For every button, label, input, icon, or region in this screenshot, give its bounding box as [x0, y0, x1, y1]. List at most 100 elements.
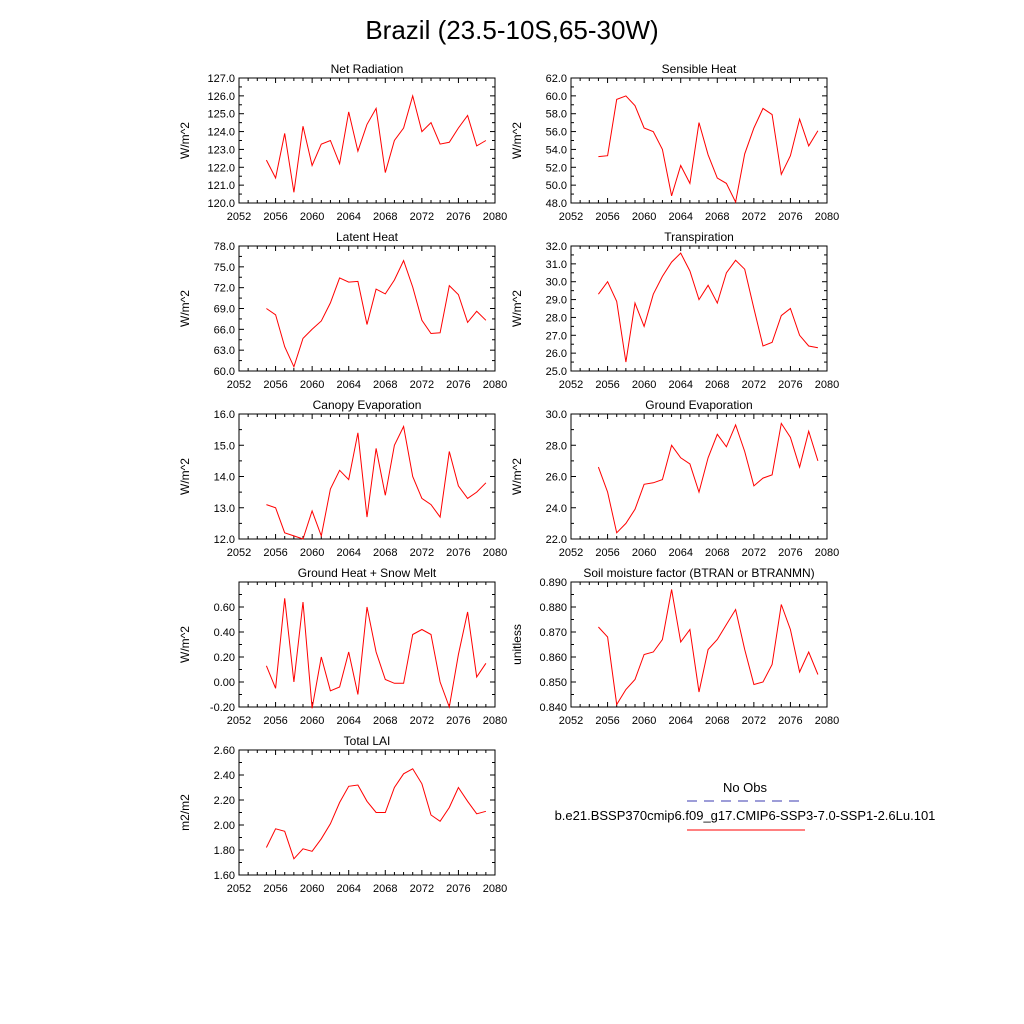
- y-tick-label: 0.880: [539, 602, 567, 614]
- x-tick-label: 2068: [705, 715, 729, 727]
- x-tick-label: 2068: [705, 379, 729, 391]
- x-tick-label: 2064: [668, 547, 692, 559]
- x-tick-label: 2068: [373, 211, 397, 223]
- y-tick-label: 28.0: [546, 312, 567, 324]
- plot-frame: [570, 245, 828, 372]
- x-tick-label: 2080: [483, 211, 507, 223]
- x-tick-label: 2064: [336, 547, 360, 559]
- panel-title: Net Radiation: [331, 62, 404, 76]
- x-tick-label: 2060: [632, 211, 656, 223]
- y-tick-label: 26.0: [546, 348, 567, 360]
- y-tick-label: 0.40: [214, 627, 235, 639]
- x-tick-label: 2080: [483, 715, 507, 727]
- y-tick-label: 13.0: [214, 503, 235, 515]
- x-tick-label: 2052: [227, 883, 251, 895]
- series-line: [266, 259, 487, 369]
- y-tick-label: 122.0: [207, 162, 235, 174]
- x-tick-label: 2056: [263, 547, 287, 559]
- series-line: [598, 589, 819, 706]
- x-tick-label: 2056: [595, 379, 619, 391]
- plot-frame: [570, 581, 828, 708]
- y-tick-label: 2.60: [214, 745, 235, 757]
- panel-2: Latent Heat W/m^2 2052 2056 2060 2064 2068 2072…: [178, 230, 507, 391]
- panel-title: Sensible Heat: [662, 62, 737, 76]
- y-tick-label: 48.0: [546, 198, 567, 210]
- x-tick-label: 2060: [300, 883, 324, 895]
- x-tick-label: 2068: [705, 547, 729, 559]
- x-tick-label: 2072: [410, 379, 434, 391]
- plot-frame: [238, 749, 496, 876]
- y-tick-label: 16.0: [214, 409, 235, 421]
- x-tick-label: 2064: [668, 211, 692, 223]
- x-tick-label: 2080: [815, 715, 839, 727]
- y-tick-label: 1.60: [214, 870, 235, 882]
- plot-frame: [238, 245, 496, 372]
- x-tick-label: 2052: [559, 547, 583, 559]
- x-tick-label: 2080: [483, 379, 507, 391]
- y-tick-label: 0.00: [214, 677, 235, 689]
- y-tick-label: 72.0: [214, 283, 235, 295]
- y-tick-label: 0.890: [539, 577, 567, 589]
- x-tick-label: 2076: [446, 883, 470, 895]
- series-line: [265, 598, 487, 709]
- x-tick-label: 2076: [778, 211, 802, 223]
- panel-5: Ground Evaporation W/m^2 2052 2056 2060 2064 2…: [510, 398, 839, 559]
- plot-frame: [570, 77, 828, 204]
- x-tick-label: 2076: [446, 547, 470, 559]
- x-tick-label: 2064: [668, 715, 692, 727]
- x-tick-label: 2052: [227, 715, 251, 727]
- series-line: [265, 93, 487, 193]
- plot-frame: [238, 413, 496, 540]
- panel-4: Canopy Evaporation W/m^2 2052 2056 2060 2064 2…: [178, 398, 507, 559]
- x-tick-label: 2052: [559, 379, 583, 391]
- panel-title: Soil moisture factor (BTRAN or BTRANMN): [583, 566, 814, 580]
- y-tick-label: 78.0: [214, 241, 235, 253]
- x-tick-label: 2064: [336, 715, 360, 727]
- panels: Net Radiation W/m^2 2052 2056 2060 2064 2068 20…: [178, 62, 839, 895]
- x-tick-label: 2076: [446, 715, 470, 727]
- x-tick-label: 2076: [446, 379, 470, 391]
- series-line: [266, 424, 487, 540]
- x-tick-label: 2072: [742, 211, 766, 223]
- y-tick-label: -0.20: [210, 702, 235, 714]
- y-tick-label: 2.00: [214, 820, 235, 832]
- x-tick-label: 2060: [300, 715, 324, 727]
- y-tick-label: 124.0: [207, 127, 235, 139]
- x-tick-label: 2060: [632, 715, 656, 727]
- x-tick-label: 2076: [778, 379, 802, 391]
- y-tick-label: 54.0: [546, 144, 567, 156]
- y-tick-label: 2.20: [214, 795, 235, 807]
- x-tick-label: 2076: [446, 211, 470, 223]
- x-tick-label: 2056: [595, 715, 619, 727]
- x-tick-label: 2080: [815, 547, 839, 559]
- x-tick-label: 2056: [595, 211, 619, 223]
- y-tick-label: 27.0: [546, 330, 567, 342]
- panel-title: Latent Heat: [336, 230, 399, 244]
- x-tick-label: 2072: [742, 379, 766, 391]
- series-line: [597, 252, 818, 363]
- panel-7: Soil moisture factor (BTRAN or BTRANMN) u…: [510, 566, 839, 727]
- y-tick-label: 0.60: [214, 602, 235, 614]
- x-tick-label: 2056: [595, 547, 619, 559]
- y-tick-label: 30.0: [546, 409, 567, 421]
- y-axis-label: W/m^2: [510, 122, 524, 159]
- x-tick-label: 2080: [815, 379, 839, 391]
- y-tick-label: 25.0: [546, 366, 567, 378]
- y-tick-label: 125.0: [207, 109, 235, 121]
- panel-title: Transpiration: [664, 230, 734, 244]
- panel-title: Canopy Evaporation: [313, 398, 422, 412]
- y-tick-label: 0.840: [539, 702, 567, 714]
- y-axis-label: W/m^2: [178, 626, 192, 663]
- x-tick-label: 2080: [815, 211, 839, 223]
- series-line: [598, 95, 819, 204]
- y-tick-label: 22.0: [546, 534, 567, 546]
- x-tick-label: 2076: [778, 715, 802, 727]
- y-tick-label: 0.860: [539, 652, 567, 664]
- x-tick-label: 2072: [410, 715, 434, 727]
- x-tick-label: 2060: [300, 547, 324, 559]
- legend-obs-label: No Obs: [723, 780, 768, 795]
- y-tick-label: 30.0: [546, 277, 567, 289]
- y-tick-label: 0.20: [214, 652, 235, 664]
- x-tick-label: 2068: [373, 379, 397, 391]
- y-tick-label: 0.850: [539, 677, 567, 689]
